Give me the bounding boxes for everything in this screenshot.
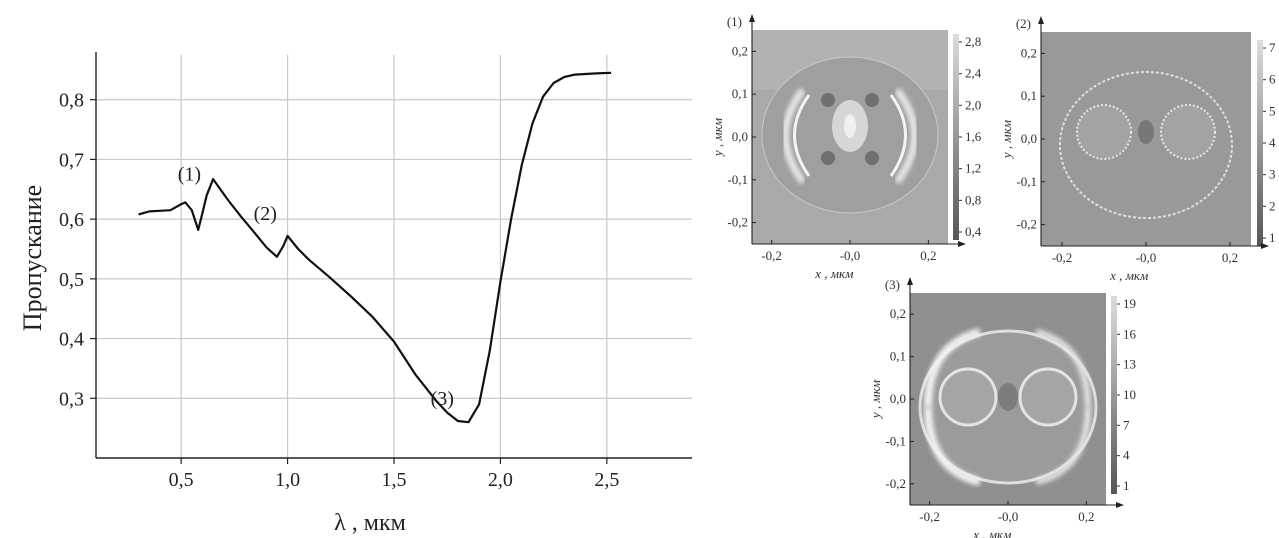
y-axis-label: y , мкм: [999, 120, 1014, 160]
tick-labels: 0,5 1,0 1,5 2,0 2,5 0,3 0,4 0,5 0,6 0,7 0,8: [59, 90, 619, 491]
colorbar-3: [1111, 296, 1117, 494]
colorbar-tick-label: 3: [1269, 167, 1276, 182]
y-tick-label: -0,2: [727, 215, 748, 230]
colorbar-tick-label: 16: [1123, 326, 1137, 341]
x-tick-label: 1,5: [382, 469, 407, 491]
annotation-label: (3): [431, 388, 454, 410]
colorbar-2: [1257, 40, 1263, 246]
heatmap-panel-1: 0,2 0,1 0,0 -0,1 -0,2 -0,2 -0,0 0,2 2,8 2,4 2,0 1,6…: [710, 14, 982, 281]
x-tick-label: -0,2: [919, 509, 940, 524]
x-tick-label: 2,5: [594, 469, 619, 491]
x-axis-arrow-icon: [1116, 502, 1124, 508]
y-axis-label: y , мкм: [868, 380, 883, 420]
colorbar-tick-label: 2: [1269, 198, 1276, 213]
y-tick-label: -0,2: [1016, 217, 1037, 232]
annotation-label: (2): [254, 203, 277, 225]
x-axis-label: x , мкм: [1109, 268, 1148, 283]
y-tick-label: 0,1: [1021, 88, 1037, 103]
heatmap-1-axes: 0,2 0,1 0,0 -0,1 -0,2 -0,2 -0,0 0,2 2,8 2,4 2,0 1,6…: [710, 14, 982, 281]
colorbar-tick-label: 7: [1269, 40, 1276, 55]
y-axis-label: Пропускание: [18, 185, 47, 331]
heatmap-2-field: [1059, 71, 1233, 219]
colorbar-tick-label: 2,0: [965, 97, 981, 112]
y-tick-label: 0,1: [890, 349, 906, 364]
panel-label: (1): [727, 14, 742, 29]
y-axis-arrow-icon: [749, 14, 755, 22]
x-tick-label: 1,0: [275, 469, 300, 491]
y-tick-label: 0,2: [890, 306, 906, 321]
heatmap-panel-3: 0,2 0,1 0,0 -0,1 -0,2 -0,2 -0,0 0,2 19 16 13 10 7 4 1 (…: [868, 277, 1137, 538]
colorbar-tick-label: 4: [1269, 135, 1276, 150]
colorbar-tick-label: 5: [1269, 103, 1276, 118]
colorbar-1: [953, 34, 959, 240]
x-tick-label: 0,2: [920, 248, 936, 263]
series-line: [138, 71, 612, 424]
x-tick-label: 2,0: [488, 469, 513, 491]
x-tick-label: 0,2: [1078, 509, 1094, 524]
y-tick-label: -0,1: [727, 172, 748, 187]
y-axis-label: y , мкм: [710, 118, 725, 158]
x-tick-label: -0,0: [840, 248, 861, 263]
y-tick-label: -0,1: [1016, 174, 1037, 189]
colorbar-tick-label: 10: [1123, 387, 1136, 402]
colorbar-tick-label: 4: [1123, 448, 1130, 463]
x-tick-label: 0,2: [1222, 250, 1238, 265]
y-axis-arrow-icon: [1038, 16, 1044, 24]
colorbar-tick-label: 2,8: [965, 34, 981, 49]
y-axis-arrow-icon: [907, 277, 913, 285]
y-tick-label: 0,6: [59, 209, 84, 231]
y-tick-label: 0,8: [59, 90, 84, 112]
heatmap-3-axes: 0,2 0,1 0,0 -0,1 -0,2 -0,2 -0,0 0,2 19 16 13 10 7 4 1 (…: [868, 277, 1137, 538]
y-tick-label: 0,3: [59, 388, 84, 410]
colorbar-tick-label: 1: [1123, 478, 1130, 493]
panel-label: (2): [1016, 16, 1031, 31]
y-tick-label: 0,1: [732, 86, 748, 101]
y-tick-label: 0,4: [59, 329, 84, 351]
x-tick-label: -0,2: [1052, 250, 1073, 265]
heatmap-panel-2: 0,2 0,1 0,0 -0,1 -0,2 -0,2 -0,0 0,2 7 6 5 4 3 2 1 (2) x …: [999, 16, 1276, 283]
y-tick-label: 0,0: [732, 129, 748, 144]
colorbar-tick-label: 6: [1269, 72, 1276, 87]
x-axis-label: λ , мкм: [334, 510, 406, 536]
x-axis-arrow-icon: [958, 241, 966, 247]
colorbar-tick-label: 1,2: [965, 161, 981, 176]
x-tick-label: -0,0: [1136, 250, 1157, 265]
y-tick-label: 0,0: [890, 391, 906, 406]
x-tick-label: -0,0: [998, 509, 1019, 524]
colorbar-tick-label: 0,4: [965, 224, 982, 239]
heatmap-2-axes: 0,2 0,1 0,0 -0,1 -0,2 -0,2 -0,0 0,2 7 6 5 4 3 2 1 (2) x …: [999, 16, 1276, 283]
colorbar-tick-label: 19: [1123, 296, 1136, 311]
y-tick-label: 0,5: [59, 269, 84, 291]
colorbar-tick-label: 13: [1123, 357, 1136, 372]
x-tick-label: -0,2: [761, 248, 782, 263]
x-axis-label: x , мкм: [972, 527, 1011, 538]
grid: [96, 55, 692, 458]
y-tick-label: 0,2: [732, 43, 748, 58]
colorbar-tick-label: 1: [1269, 230, 1276, 245]
annotations: (1) (2) (3): [178, 163, 454, 410]
y-tick-label: 0,7: [59, 149, 84, 171]
colorbar-tick-label: 1,6: [965, 129, 982, 144]
x-tick-label: 0,5: [169, 469, 194, 491]
colorbar-tick-label: 7: [1123, 417, 1130, 432]
y-tick-label: -0,2: [885, 476, 906, 491]
x-axis-label: x , мкм: [814, 266, 853, 281]
heatmap-1-field: [752, 30, 948, 214]
x-axis-arrow-icon: [1261, 243, 1269, 249]
axes: [90, 52, 692, 464]
panel-label: (3): [885, 277, 900, 292]
colorbar-tick-label: 2,4: [965, 66, 982, 81]
y-tick-label: -0,1: [885, 433, 906, 448]
y-tick-label: 0,0: [1021, 131, 1037, 146]
heatmap-3-field: [918, 328, 1098, 486]
y-tick-label: 0,2: [1021, 45, 1037, 60]
transmission-chart: 0,5 1,0 1,5 2,0 2,5 0,3 0,4 0,5 0,6 0,7 0,8 (1) (2)…: [18, 52, 692, 536]
annotation-label: (1): [178, 163, 201, 185]
colorbar-tick-label: 0,8: [965, 192, 981, 207]
